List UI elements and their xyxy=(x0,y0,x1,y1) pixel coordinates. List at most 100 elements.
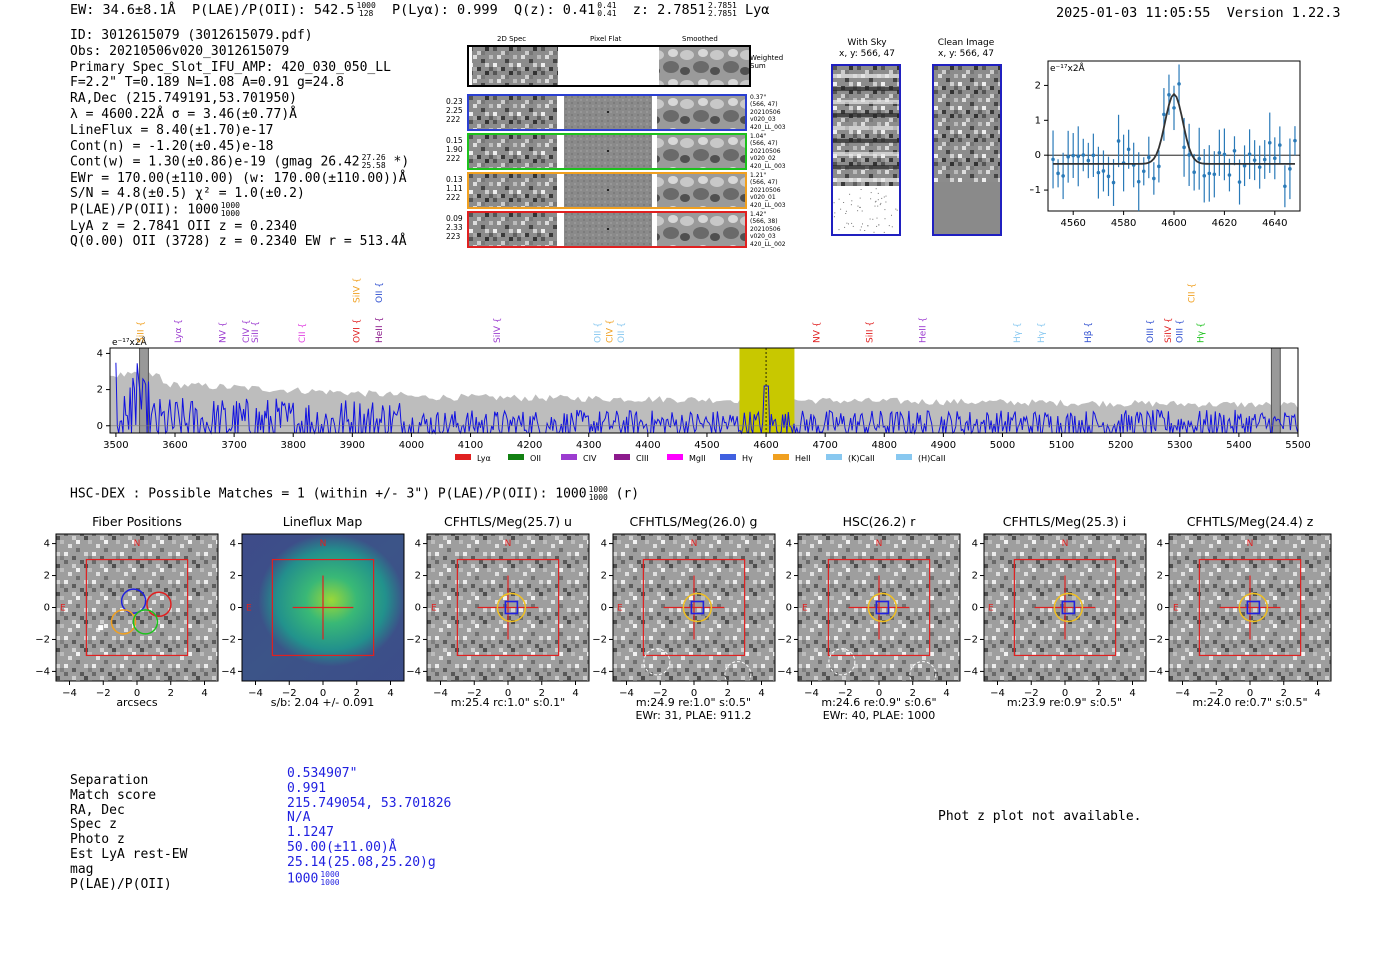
east-label: E xyxy=(802,604,808,614)
emission-line-label: NV { xyxy=(812,322,822,343)
east-label: E xyxy=(988,604,994,614)
zoom-point xyxy=(1242,163,1247,168)
emission-line-label: SiIV { xyxy=(352,277,362,303)
emission-line-label: OII { xyxy=(594,322,604,343)
detection-info: ID: 3012615079 (3012615079.pdf) Obs: 202… xyxy=(70,28,409,250)
zoom-point xyxy=(1237,180,1242,184)
info-lambda: λ = 4600.22Å σ = 3.46(±0.77)Å xyxy=(70,106,297,122)
sky-dot xyxy=(877,205,879,207)
neighbor-ellipse xyxy=(723,661,751,689)
zoom-point xyxy=(1207,171,1212,176)
weighted-sum-image xyxy=(472,47,749,85)
zoom-point xyxy=(1086,158,1091,163)
legend-swatch xyxy=(896,454,912,460)
weighted-sum-cutout xyxy=(467,45,751,87)
legend-label: CIII xyxy=(636,454,649,463)
panel-y-tick-label: 0 xyxy=(229,603,235,614)
zoom-point xyxy=(1293,138,1297,143)
panel-x-tick-label: −4 xyxy=(1175,688,1190,699)
hsc-panel-caption: m:24.6 re:0.9" s:0.6" xyxy=(821,696,937,709)
panel-y-tick-label: −4 xyxy=(407,666,421,677)
legend-label: (K)CaII xyxy=(848,454,875,463)
info-plae: P(LAE)/P(OII): 1000 1000 1000 xyxy=(70,201,240,219)
panel-x-tick-label: 0 xyxy=(690,688,696,699)
zoom-point xyxy=(1252,158,1257,162)
sky-dot xyxy=(876,225,878,227)
hsc-panel-caption: arcsecs xyxy=(116,696,158,709)
aperture-box xyxy=(642,558,745,657)
sky-dot xyxy=(843,202,845,203)
sky-dot xyxy=(851,222,853,224)
north-label: N xyxy=(505,539,512,549)
panel-y-tick-label: 4 xyxy=(971,539,977,550)
zoom-point xyxy=(1273,156,1277,161)
emission-line-label: Lyα { xyxy=(174,319,184,343)
emission-line-label: SiIV { xyxy=(493,317,503,343)
with-sky-title: With Sky x, y: 566, 47 xyxy=(839,38,895,59)
emission-line-label: SiII { xyxy=(865,321,875,343)
spectrum-error-band xyxy=(110,371,1298,433)
zoom-point xyxy=(1101,169,1106,173)
sky-dot xyxy=(851,200,853,202)
panel-x-tick-label: 2 xyxy=(910,688,916,699)
value-radec: 215.749054, 53.701826 xyxy=(287,795,452,811)
panel-x-tick-label: 2 xyxy=(168,688,174,699)
sky-dot xyxy=(845,210,847,212)
panel-y-tick-label: 0 xyxy=(44,603,50,614)
header-version: Version 1.22.3 xyxy=(1226,5,1341,21)
zoom-point xyxy=(1212,172,1217,177)
label-photo-z: Photo z xyxy=(70,832,125,848)
sky-dot xyxy=(885,195,887,197)
zoom-point xyxy=(1167,92,1171,97)
match-ellipse xyxy=(682,592,712,623)
with-sky-svg xyxy=(833,66,899,233)
cutout-row-left-values: 0.09 2.33 223 xyxy=(446,214,463,241)
zoom-point xyxy=(1147,155,1151,160)
zoom-x-tick-label: 4580 xyxy=(1111,218,1136,229)
info-contn: Cont(n) = -1.20(±0.45)e-18 xyxy=(70,138,274,154)
zoom-y-tick-label: 2 xyxy=(1035,80,1041,91)
sky-dot xyxy=(852,225,854,227)
sky-dot xyxy=(860,226,862,228)
photz-note: Phot z plot not available. xyxy=(938,809,1142,824)
emission-line-label: OIII { xyxy=(1146,319,1156,343)
panel-y-tick-label: 0 xyxy=(1157,603,1163,614)
info-fiber-params: F=2.2" T=0.189 N=1.08 A=0.91 g=24.8 xyxy=(70,75,344,91)
hsc-panel-image: N E −4 −4 −2 −2 0 0 2 2 4 4 xyxy=(222,533,404,699)
spectrum-x-tick-label: 5400 xyxy=(1226,440,1251,451)
cutout-center-mark xyxy=(607,111,609,113)
sky-dot xyxy=(880,202,882,204)
sky-dot xyxy=(876,217,878,219)
sky-dot xyxy=(833,202,835,204)
legend-swatch xyxy=(773,454,789,460)
cutout-smoothed xyxy=(657,213,745,246)
panel-y-tick-label: −2 xyxy=(964,634,978,645)
hsc-panel-title: CFHTLS/Meg(25.7) u xyxy=(444,514,572,529)
zoom-point xyxy=(1141,169,1146,174)
spectrum-y-tick-label: 0 xyxy=(97,421,103,432)
legend-swatch xyxy=(826,454,842,460)
sky-band xyxy=(833,113,899,117)
hsc-panel-caption-2: EWr: 40, PLAE: 1000 xyxy=(822,709,936,722)
sky-dot xyxy=(864,230,866,231)
zoom-point xyxy=(1116,139,1121,143)
spectrum-x-tick-label: 5000 xyxy=(990,440,1015,451)
spectrum-x-tick-label: 4800 xyxy=(872,440,897,451)
spectrum-x-tick-label: 5200 xyxy=(1108,440,1133,451)
sky-dot xyxy=(874,201,876,203)
clean-noise xyxy=(934,66,1000,182)
zoom-point xyxy=(1232,148,1237,153)
sky-band xyxy=(833,139,899,143)
hsc-panel-title: HSC(26.2) r xyxy=(842,514,916,529)
sky-dot xyxy=(844,226,846,228)
spectrum-x-tick-label: 5500 xyxy=(1285,440,1310,451)
legend-label: Hγ xyxy=(742,454,753,463)
sky-band xyxy=(833,178,899,182)
info-sn: S/N = 4.8(±0.5) χ² = 1.0(±0.2) xyxy=(70,186,305,202)
hsc-panel-image: N E −4 −4 −2 −2 0 0 2 2 4 4 xyxy=(407,533,590,699)
cutout-background xyxy=(56,534,218,681)
spectrum-x-tick-label: 4000 xyxy=(399,440,424,451)
panel-x-tick-label: −4 xyxy=(433,688,448,699)
panel-y-tick-label: 4 xyxy=(786,539,792,550)
sky-dot xyxy=(896,209,898,211)
